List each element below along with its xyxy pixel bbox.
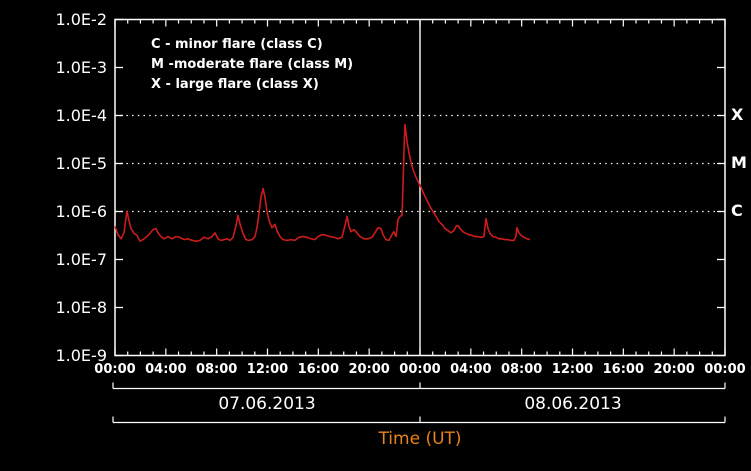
x-axis-label: 12:00 bbox=[246, 362, 289, 377]
x-axis-title: Time (UT) bbox=[378, 429, 462, 449]
y-axis-label: 1.0E-8 bbox=[55, 298, 107, 317]
x-axis-label: 00:00 bbox=[704, 362, 746, 377]
plot-border bbox=[114, 18, 726, 357]
date-label-day2: 08.06.2013 bbox=[524, 394, 622, 414]
x-axis-label: 20:00 bbox=[653, 362, 695, 377]
x-axis-label: 00:00 bbox=[399, 362, 441, 377]
flux-curve bbox=[114, 123, 531, 242]
x-axis-label: 08:00 bbox=[500, 362, 543, 377]
class-m-label: M bbox=[731, 153, 747, 172]
legend-line-m: M -moderate flare (class M) bbox=[151, 57, 354, 72]
legend-line-x: X - large flare (class X) bbox=[151, 77, 319, 92]
class-c-label: C bbox=[731, 201, 743, 220]
x-axis-label: 16:00 bbox=[297, 362, 340, 377]
y-axis-label: 1.0E-3 bbox=[55, 58, 107, 77]
date-label-day1: 07.06.2013 bbox=[218, 394, 316, 414]
legend-line-c: C - minor flare (class C) bbox=[151, 37, 323, 52]
x-axis-label: 04:00 bbox=[450, 362, 492, 377]
y-axis-label: 1.0E-4 bbox=[55, 106, 107, 125]
x-axis-label: 20:00 bbox=[348, 362, 390, 377]
x-axis-label: 16:00 bbox=[602, 362, 645, 377]
y-axis-label: 1.0E-6 bbox=[55, 202, 107, 221]
class-x-label: X bbox=[731, 105, 744, 124]
y-axis-label: 1.0E-5 bbox=[55, 154, 107, 173]
flare-class-legend: C - minor flare (class C) M -moderate fl… bbox=[151, 35, 353, 95]
x-axis-label: 00:00 bbox=[94, 362, 136, 377]
y-axis-label: 1.0E-2 bbox=[55, 10, 107, 29]
x-axis-label: 04:00 bbox=[145, 362, 187, 377]
y-axis-label: 1.0E-7 bbox=[55, 250, 107, 269]
x-axis-label: 12:00 bbox=[551, 362, 594, 377]
x-axis-label: 08:00 bbox=[195, 362, 238, 377]
y-axis-label: 1.0E-9 bbox=[55, 346, 107, 365]
